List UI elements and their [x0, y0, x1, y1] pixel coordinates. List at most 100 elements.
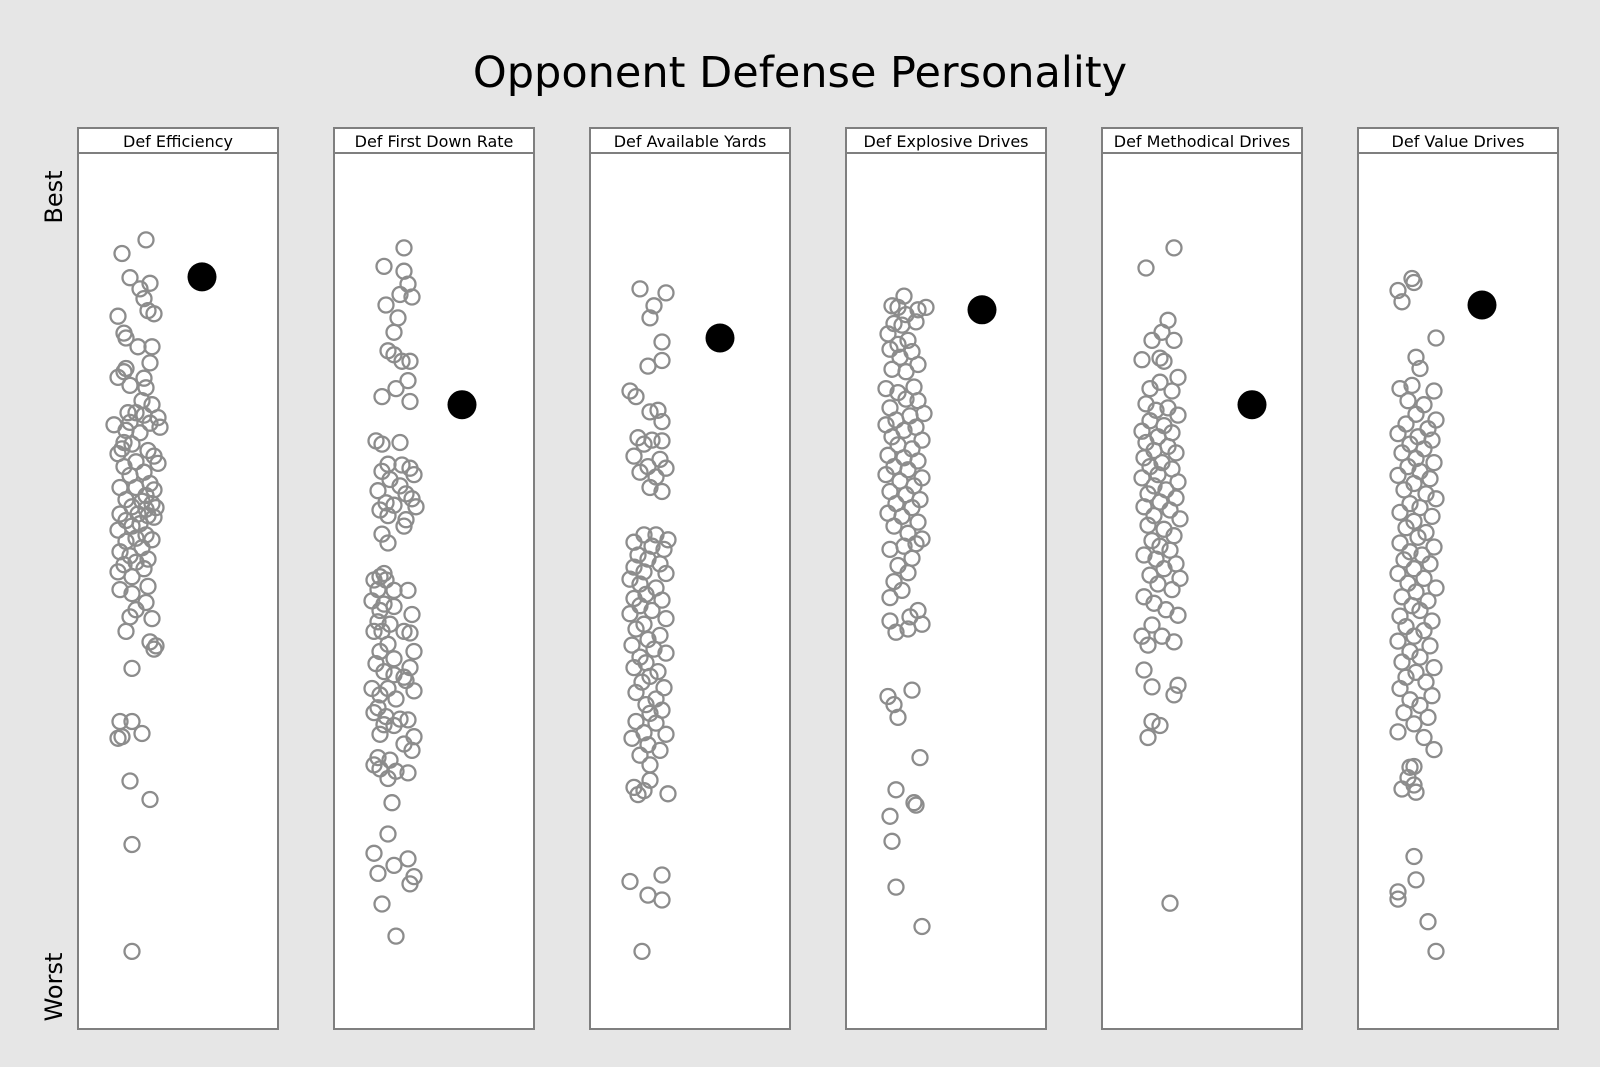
data-point	[645, 640, 663, 658]
data-point	[1139, 728, 1157, 747]
data-point	[653, 591, 671, 609]
data-point	[379, 769, 397, 788]
data-point	[1135, 661, 1153, 679]
data-point	[1395, 703, 1413, 722]
data-point	[1415, 728, 1433, 747]
data-point	[1139, 636, 1157, 654]
data-point	[141, 790, 159, 809]
data-point	[657, 725, 675, 743]
data-point	[387, 927, 405, 945]
data-point	[1161, 501, 1179, 519]
data-point	[373, 435, 391, 453]
data-point	[659, 785, 677, 803]
data-point	[635, 435, 653, 453]
data-point	[899, 564, 917, 582]
data-point	[149, 454, 167, 473]
panel-def-available-yards: Def Available Yards	[589, 127, 791, 1030]
data-point	[1427, 942, 1445, 961]
data-point	[1167, 444, 1185, 462]
data-point	[1423, 687, 1441, 705]
data-point	[635, 563, 653, 581]
data-point	[1407, 405, 1425, 423]
data-point	[371, 725, 389, 743]
panel-header-label: Def Value Drives	[1392, 132, 1525, 151]
data-point	[123, 659, 141, 678]
data-point	[1391, 534, 1409, 552]
data-point	[393, 456, 411, 474]
data-point	[1407, 348, 1425, 366]
data-point	[365, 703, 383, 722]
data-point	[1141, 379, 1159, 398]
data-point	[379, 825, 397, 843]
data-point	[1169, 606, 1187, 624]
data-point	[1427, 579, 1445, 597]
data-point	[391, 433, 409, 452]
data-point	[1423, 507, 1441, 526]
data-point	[373, 525, 391, 543]
data-point	[137, 231, 155, 249]
data-point	[899, 620, 917, 638]
data-point	[643, 431, 661, 449]
data-point	[373, 895, 391, 913]
data-point	[387, 379, 405, 398]
data-point	[1165, 686, 1183, 704]
data-point	[633, 942, 651, 961]
data-point	[889, 708, 907, 727]
data-point	[379, 534, 397, 552]
data-point	[1389, 883, 1407, 901]
data-point	[1151, 716, 1169, 735]
data-point	[401, 624, 419, 642]
data-point	[113, 244, 131, 263]
data-point	[625, 558, 643, 576]
panel-header-label: Def Explosive Drives	[863, 132, 1028, 151]
data-point	[405, 642, 423, 661]
data-point	[627, 620, 645, 638]
data-point	[657, 459, 675, 477]
data-point	[403, 288, 421, 306]
data-point	[1155, 560, 1173, 578]
data-point	[629, 546, 647, 564]
data-point	[1405, 776, 1423, 794]
data-point	[911, 748, 929, 767]
data-point	[1405, 273, 1423, 292]
data-point	[1133, 351, 1151, 369]
data-point	[1405, 847, 1423, 866]
data-point	[403, 490, 421, 508]
data-point	[1389, 890, 1407, 908]
data-point	[401, 352, 419, 370]
data-point	[645, 297, 663, 315]
data-point	[1393, 588, 1411, 606]
data-point	[371, 686, 389, 704]
data-point	[1133, 627, 1151, 645]
data-point	[641, 771, 659, 789]
data-point	[1427, 329, 1445, 347]
data-point	[877, 465, 895, 484]
panel-frame	[77, 127, 279, 1030]
data-point	[369, 864, 387, 883]
data-point	[1165, 331, 1183, 350]
data-point	[903, 681, 921, 699]
data-point	[631, 463, 649, 481]
data-point	[151, 418, 169, 436]
data-point	[109, 307, 127, 325]
data-point	[1401, 494, 1419, 513]
data-point	[907, 796, 925, 814]
data-point	[403, 741, 421, 760]
data-point	[113, 728, 131, 746]
data-point	[115, 457, 133, 476]
data-point	[143, 338, 161, 356]
highlight-point	[705, 323, 735, 353]
data-point	[1393, 653, 1411, 671]
data-point	[123, 568, 141, 586]
data-point	[643, 601, 661, 620]
data-point	[885, 517, 903, 535]
data-point	[405, 682, 423, 700]
data-point	[375, 662, 393, 681]
data-point	[659, 531, 677, 549]
data-point	[881, 807, 899, 825]
chart-title: Opponent Defense Personality	[473, 48, 1127, 98]
data-point	[1419, 913, 1437, 931]
data-point	[1143, 712, 1161, 731]
data-point	[371, 642, 389, 661]
